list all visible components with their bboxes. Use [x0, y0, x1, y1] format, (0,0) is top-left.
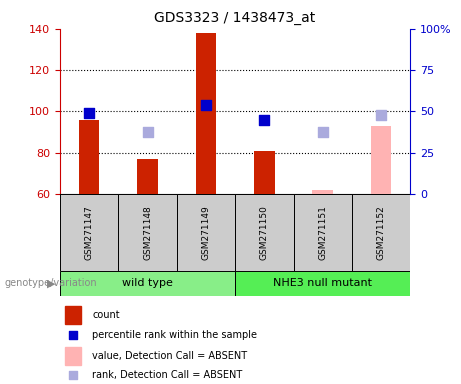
Text: NHE3 null mutant: NHE3 null mutant — [273, 278, 372, 288]
Point — [319, 129, 326, 135]
Text: GSM271149: GSM271149 — [201, 205, 210, 260]
Text: ▶: ▶ — [47, 278, 55, 288]
Bar — [65, 306, 81, 324]
Point — [144, 129, 151, 135]
Text: wild type: wild type — [122, 278, 173, 288]
Bar — [60, 271, 235, 296]
Bar — [79, 120, 100, 194]
Point — [260, 117, 268, 123]
Point — [69, 332, 77, 339]
Text: genotype/variation: genotype/variation — [5, 278, 97, 288]
Bar — [235, 271, 410, 296]
Text: GSM271147: GSM271147 — [85, 205, 94, 260]
Text: GSM271150: GSM271150 — [260, 205, 269, 260]
Text: count: count — [92, 310, 120, 320]
Bar — [65, 347, 81, 364]
Bar — [177, 194, 235, 271]
Bar — [137, 159, 158, 194]
Point — [202, 102, 210, 108]
Point — [85, 110, 93, 116]
Text: rank, Detection Call = ABSENT: rank, Detection Call = ABSENT — [92, 370, 242, 380]
Bar — [195, 33, 216, 194]
Point — [69, 372, 77, 378]
Bar — [254, 151, 275, 194]
Bar — [371, 126, 391, 194]
Text: value, Detection Call = ABSENT: value, Detection Call = ABSENT — [92, 351, 247, 361]
Point — [378, 113, 385, 119]
Text: GSM271148: GSM271148 — [143, 205, 152, 260]
Text: percentile rank within the sample: percentile rank within the sample — [92, 330, 257, 341]
Text: GSM271152: GSM271152 — [377, 205, 385, 260]
Bar — [118, 194, 177, 271]
Title: GDS3323 / 1438473_at: GDS3323 / 1438473_at — [154, 11, 316, 25]
Bar — [60, 194, 118, 271]
Text: GSM271151: GSM271151 — [318, 205, 327, 260]
Bar — [235, 194, 294, 271]
Bar — [352, 194, 410, 271]
Bar — [313, 190, 333, 194]
Bar — [294, 194, 352, 271]
